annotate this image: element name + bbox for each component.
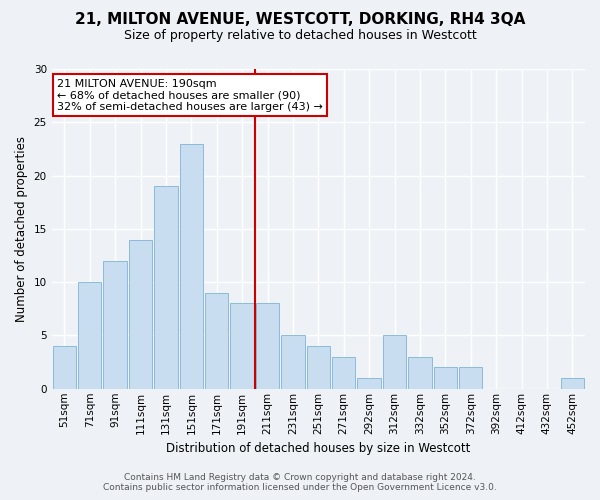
- Bar: [154, 186, 178, 389]
- Bar: [129, 240, 152, 389]
- Bar: [307, 346, 330, 389]
- Bar: [281, 336, 305, 389]
- Text: 21, MILTON AVENUE, WESTCOTT, DORKING, RH4 3QA: 21, MILTON AVENUE, WESTCOTT, DORKING, RH…: [75, 12, 525, 28]
- Bar: [256, 304, 279, 389]
- Bar: [78, 282, 101, 389]
- Bar: [103, 261, 127, 389]
- Bar: [459, 368, 482, 389]
- Text: 21 MILTON AVENUE: 190sqm
← 68% of detached houses are smaller (90)
32% of semi-d: 21 MILTON AVENUE: 190sqm ← 68% of detach…: [57, 78, 323, 112]
- Text: Contains HM Land Registry data © Crown copyright and database right 2024.
Contai: Contains HM Land Registry data © Crown c…: [103, 473, 497, 492]
- X-axis label: Distribution of detached houses by size in Westcott: Distribution of detached houses by size …: [166, 442, 470, 455]
- Bar: [205, 293, 229, 389]
- Bar: [560, 378, 584, 389]
- Bar: [434, 368, 457, 389]
- Y-axis label: Number of detached properties: Number of detached properties: [15, 136, 28, 322]
- Text: Size of property relative to detached houses in Westcott: Size of property relative to detached ho…: [124, 29, 476, 42]
- Bar: [53, 346, 76, 389]
- Bar: [408, 357, 431, 389]
- Bar: [332, 357, 355, 389]
- Bar: [383, 336, 406, 389]
- Bar: [358, 378, 381, 389]
- Bar: [230, 304, 254, 389]
- Bar: [179, 144, 203, 389]
